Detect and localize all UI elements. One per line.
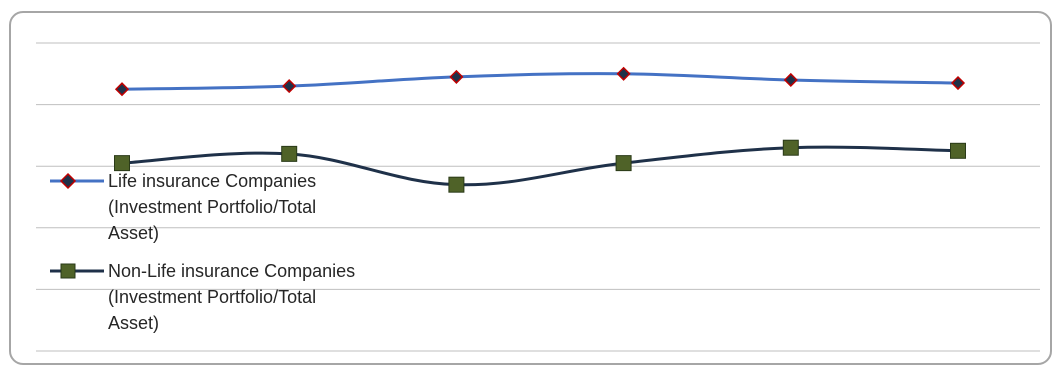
square-marker	[448, 176, 465, 193]
chart-frame	[9, 11, 1052, 365]
legend-label-life: Life insurance Companies (Investment Por…	[108, 171, 317, 243]
square-marker	[615, 155, 632, 172]
series-line-0	[121, 72, 959, 91]
diamond-marker	[950, 75, 966, 91]
square-marker	[950, 142, 966, 159]
legend-swatch-life	[50, 172, 104, 190]
legend-entry-nonlife: Non-Life insurance Companies (Investment…	[40, 258, 360, 336]
legend-label-nonlife: Non-Life insurance Companies (Investment…	[108, 261, 356, 333]
square-marker	[114, 155, 130, 172]
diamond-marker	[783, 72, 798, 88]
gridlines	[36, 42, 1040, 352]
markers	[114, 66, 966, 193]
diamond-marker	[114, 82, 130, 97]
legend: Life insurance Companies (Investment Por…	[40, 168, 360, 348]
diamond-marker	[616, 66, 631, 81]
legend-swatch-nonlife	[50, 263, 104, 279]
legend-entry-life: Life insurance Companies (Investment Por…	[40, 168, 360, 246]
diamond-marker	[282, 79, 297, 94]
square-marker	[281, 145, 298, 162]
series-lines	[121, 72, 959, 187]
series-line-1	[121, 145, 959, 187]
diamond-marker	[449, 69, 464, 84]
square-marker	[782, 139, 799, 156]
